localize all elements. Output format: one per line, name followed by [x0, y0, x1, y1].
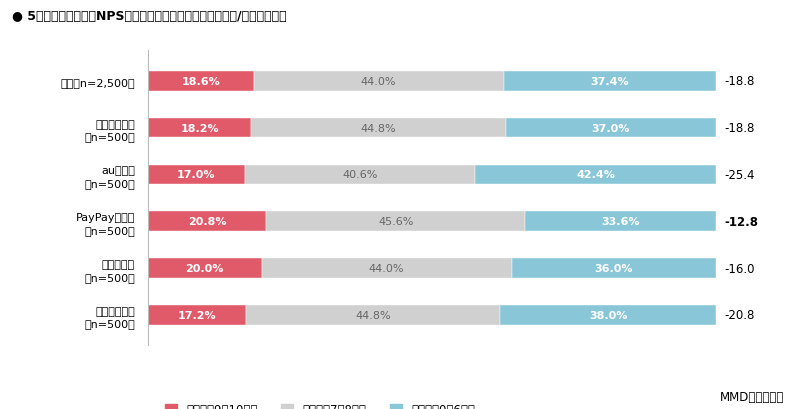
Text: 17.0%: 17.0%: [177, 170, 215, 180]
Text: 36.0%: 36.0%: [594, 263, 633, 274]
Bar: [475, 165, 716, 185]
Text: 20.0%: 20.0%: [186, 263, 224, 274]
Legend: 推奨者（9～10点）, 中立者（7～8点）, 批判者（0～6点）: 推奨者（9～10点）, 中立者（7～8点）, 批判者（0～6点）: [166, 403, 475, 409]
Text: 45.6%: 45.6%: [378, 217, 414, 227]
Bar: [148, 306, 246, 325]
Bar: [148, 119, 251, 138]
Bar: [245, 165, 475, 185]
Text: 37.0%: 37.0%: [592, 123, 630, 133]
Text: 44.8%: 44.8%: [361, 123, 397, 133]
Bar: [251, 119, 506, 138]
Text: 37.4%: 37.4%: [590, 76, 629, 86]
Bar: [506, 119, 716, 138]
Text: 20.8%: 20.8%: [188, 217, 226, 227]
Bar: [246, 306, 500, 325]
Text: 17.2%: 17.2%: [178, 310, 216, 320]
Text: -18.8: -18.8: [725, 122, 755, 135]
Bar: [148, 212, 266, 231]
Bar: [511, 258, 716, 278]
Bar: [262, 258, 511, 278]
Text: -20.8: -20.8: [725, 309, 755, 322]
Bar: [148, 72, 254, 91]
Text: -25.4: -25.4: [725, 169, 755, 182]
Bar: [254, 72, 503, 91]
Text: 44.0%: 44.0%: [361, 76, 396, 86]
Text: 40.6%: 40.6%: [342, 170, 378, 180]
Text: -16.0: -16.0: [725, 262, 755, 275]
Text: 44.0%: 44.0%: [369, 263, 404, 274]
Text: MMD研究所調べ: MMD研究所調べ: [720, 390, 784, 403]
Text: 42.4%: 42.4%: [576, 170, 615, 180]
Bar: [148, 165, 245, 185]
Bar: [500, 306, 716, 325]
Bar: [148, 258, 262, 278]
Text: ● 5サービス経済圏のNPS（ネット・プロモーター・スコア/顧客推奨度）: ● 5サービス経済圏のNPS（ネット・プロモーター・スコア/顧客推奨度）: [12, 10, 286, 23]
Text: 33.6%: 33.6%: [602, 217, 640, 227]
Text: 18.2%: 18.2%: [180, 123, 219, 133]
Text: 44.8%: 44.8%: [355, 310, 390, 320]
Bar: [266, 212, 525, 231]
Bar: [525, 212, 716, 231]
Text: -12.8: -12.8: [725, 215, 758, 228]
Text: -18.8: -18.8: [725, 75, 755, 88]
Bar: [503, 72, 716, 91]
Text: 38.0%: 38.0%: [589, 310, 627, 320]
Text: 18.6%: 18.6%: [182, 76, 220, 86]
